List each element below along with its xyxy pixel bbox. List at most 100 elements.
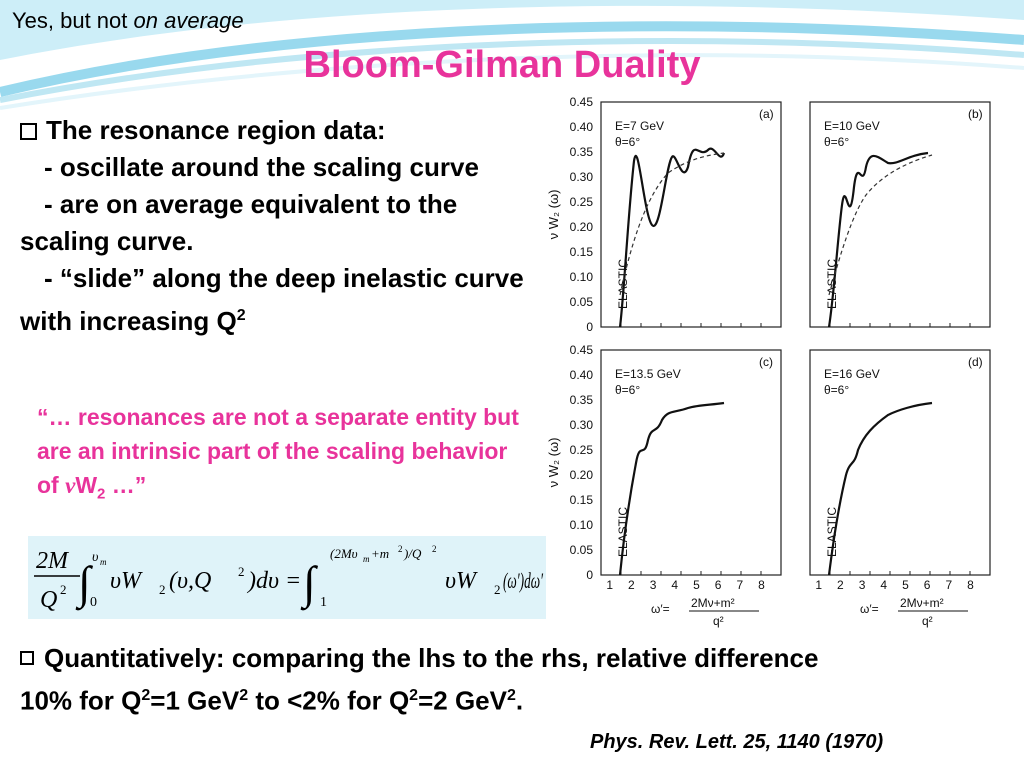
y-axis-label: ν W₂ (ω) (548, 190, 561, 240)
svg-text:+m: +m (371, 546, 389, 561)
bullet-quantitative: Quantitatively: comparing the lhs to the… (20, 643, 819, 716)
slide-title: Bloom-Gilman Duality (303, 44, 701, 86)
x-tick-label: 3 (859, 578, 866, 592)
reference-citation: Phys. Rev. Lett. 25, 1140 (1970) (590, 731, 884, 753)
y-tick-label: 0.45 (570, 95, 594, 109)
x-axis-denominator: q² (922, 614, 933, 628)
y-tick-label: 0.15 (570, 245, 594, 259)
integral-icon: ∫ (300, 557, 318, 611)
panel-energy: E=10 GeV (824, 119, 880, 133)
quote-text: “… resonances are not a separate entity … (37, 404, 519, 503)
x-tick-label: 1 (606, 578, 613, 592)
x-tick-label: 8 (967, 578, 974, 592)
x-tick-label: 6 (715, 578, 722, 592)
y-tick-label: 0.05 (570, 295, 594, 309)
x-tick-label: 1 (815, 578, 822, 592)
panel-energy: E=16 GeV (824, 367, 880, 381)
integral-icon: ∫ (75, 557, 93, 611)
x-axis-label: ω′= (860, 602, 879, 616)
resonance-curve (618, 401, 725, 576)
svg-text:2: 2 (159, 582, 166, 597)
rhs-integrand: υW (445, 568, 478, 594)
y-tick-label: 0.40 (570, 120, 594, 134)
equation-box: 2M Q 2 ∫ υ m 0 υW 2 (υ,Q 2 )dυ = ∫ (2Mυ … (28, 536, 546, 619)
y-tick-label: 0.30 (570, 418, 594, 432)
svg-text:(ω′)dω′: (ω′)dω′ (503, 568, 544, 593)
x-tick-label: 2 (837, 578, 844, 592)
scaling-curve (828, 154, 933, 296)
y-tick-label: 0.10 (570, 270, 594, 284)
panel-tag: (a) (759, 107, 774, 121)
svg-text:m: m (100, 557, 107, 567)
x-axis-denominator: q² (713, 614, 724, 628)
svg-text:2: 2 (238, 564, 245, 579)
duality-equation: 2M Q 2 ∫ υ m 0 υW 2 (υ,Q 2 )dυ = ∫ (2Mυ … (34, 544, 544, 613)
bloom-gilman-figure: 0.45 0.40 0.35 0.30 0.25 0.20 0.15 0.10 0.05 0 ν W… (548, 95, 991, 628)
x-tick-label: 8 (758, 578, 765, 592)
header-wave-decoration (0, 0, 1024, 110)
x-tick-label: 7 (945, 578, 952, 592)
svg-text:(υ,Q: (υ,Q (169, 568, 211, 594)
x-tick-label: 2 (628, 578, 635, 592)
bullet-resonance: The resonance region data: - oscillate a… (20, 115, 524, 336)
scaling-curve (619, 152, 725, 296)
lhs-integrand: υW (110, 568, 143, 594)
y-tick-label: 0.25 (570, 443, 594, 457)
panel-energy: E=13.5 GeV (615, 367, 681, 381)
resonance-curve (827, 401, 933, 576)
svg-text:2: 2 (494, 582, 501, 597)
rhs-upper-limit: (2Mυ (330, 546, 358, 561)
y-tick-label: 0.35 (570, 145, 594, 159)
panel-tag: (d) (968, 355, 983, 369)
y-tick-label: 0.35 (570, 393, 594, 407)
y-axis-label: ν W₂ (ω) (548, 438, 561, 488)
svg-text:2: 2 (432, 544, 437, 554)
y-tick-label: 0.20 (570, 220, 594, 234)
x-axis-numerator: 2Mν+m² (900, 596, 944, 610)
panel-angle: θ=6° (615, 135, 640, 149)
panel-tag: (b) (968, 107, 983, 121)
resonance-curve (827, 151, 929, 328)
panel-angle: θ=6° (824, 135, 849, 149)
panel-frame (809, 349, 991, 576)
lhs-upper-limit: υ (92, 550, 98, 565)
panel-angle: θ=6° (824, 383, 849, 397)
elastic-label: ELASTIC (825, 507, 839, 557)
x-tick-label: 6 (924, 578, 931, 592)
y-tick-label: 0.25 (570, 195, 594, 209)
x-tick-label: 4 (880, 578, 887, 592)
slide-kicker: Yes, but not on average (12, 8, 244, 33)
svg-text:m: m (363, 554, 370, 564)
lhs-numerator: 2M (36, 548, 70, 574)
lhs-den-sup: 2 (60, 582, 67, 597)
x-axis-label: ω′= (651, 602, 670, 616)
svg-text:)/Q: )/Q (403, 546, 422, 561)
panel-angle: θ=6° (615, 383, 640, 397)
panel-frame (809, 101, 991, 328)
lhs-lower-limit: 0 (90, 595, 97, 610)
y-tick-label: 0.05 (570, 543, 594, 557)
x-axis-numerator: 2Mν+m² (691, 596, 735, 610)
figure-panel: (d) E=16 GeV θ=6° ELASTIC (809, 349, 991, 576)
y-tick-label: 0 (586, 568, 593, 582)
panel-tag: (c) (759, 355, 773, 369)
svg-text:)dυ =: )dυ = (246, 568, 301, 594)
x-tick-label: 7 (736, 578, 743, 592)
checkbox-bullet-icon (20, 123, 37, 140)
y-tick-label: 0.45 (570, 343, 594, 357)
rhs-lower-limit: 1 (320, 595, 327, 610)
x-tick-label: 4 (671, 578, 678, 592)
y-tick-label: 0 (586, 320, 593, 334)
lhs-denominator: Q (40, 587, 57, 613)
y-tick-label: 0.10 (570, 518, 594, 532)
y-tick-label: 0.15 (570, 493, 594, 507)
x-tick-label: 3 (650, 578, 657, 592)
x-tick-label: 5 (902, 578, 909, 592)
y-tick-label: 0.20 (570, 468, 594, 482)
panel-energy: E=7 GeV (615, 119, 664, 133)
resonance-curve (618, 147, 726, 328)
panel-frame (600, 101, 782, 328)
panel-frame (600, 349, 782, 576)
